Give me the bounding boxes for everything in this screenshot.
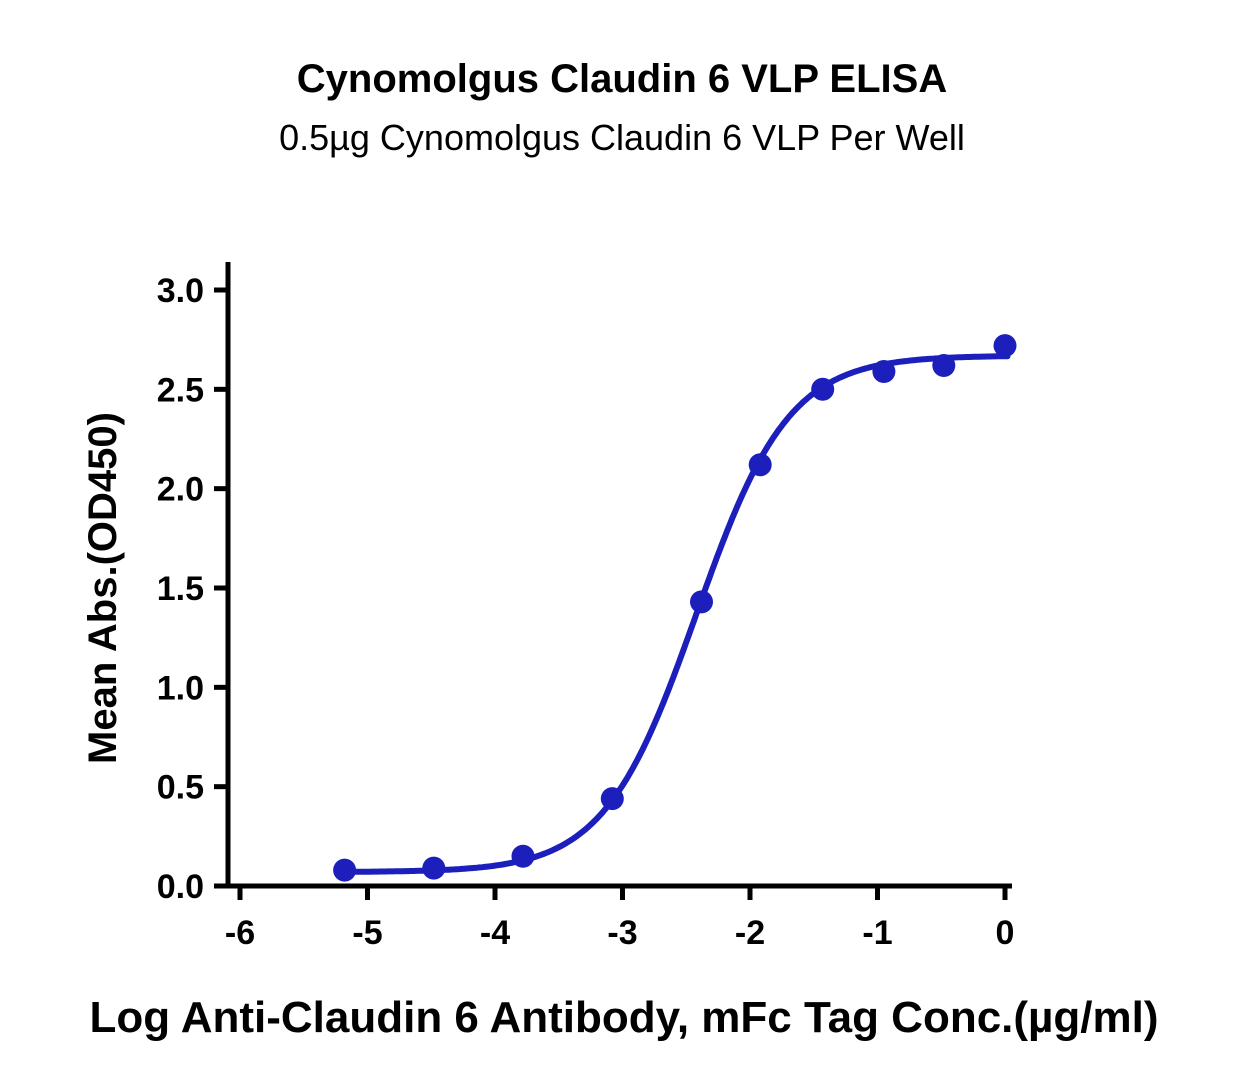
data-point: [422, 856, 446, 880]
data-point: [748, 453, 772, 477]
data-point: [811, 377, 835, 401]
data-point: [511, 844, 535, 868]
y-tick-label: 1.0: [157, 669, 204, 707]
x-tick-label: -3: [607, 914, 637, 952]
x-tick-label: -5: [352, 914, 382, 952]
x-axis-title: Log Anti-Claudin 6 Antibody, mFc Tag Con…: [89, 993, 1158, 1042]
x-tick-label: -2: [735, 914, 765, 952]
x-tick-label: -6: [225, 914, 255, 952]
data-points: [333, 334, 1017, 882]
x-tick-label: -4: [480, 914, 510, 952]
data-point: [333, 858, 357, 882]
y-tick-label: 2.5: [157, 371, 204, 409]
y-tick-label: 0.0: [157, 868, 204, 906]
y-tick-label: 1.5: [157, 570, 204, 608]
chart-title: Cynomolgus Claudin 6 VLP ELISA: [297, 57, 947, 101]
y-axis-title: Mean Abs.(OD450): [81, 412, 125, 764]
data-point: [600, 787, 624, 811]
fit-curve: [341, 353, 1011, 875]
data-point: [872, 360, 896, 383]
y-tick-label: 0.5: [157, 769, 204, 807]
x-tick-label: 0: [996, 914, 1015, 952]
y-tick-label: 3.0: [157, 272, 204, 310]
chart-subtitle: 0.5µg Cynomolgus Claudin 6 VLP Per Well: [279, 117, 965, 158]
y-tick-label: 2.0: [157, 471, 204, 509]
x-tick-label: -1: [862, 914, 892, 952]
data-point: [690, 590, 713, 614]
axes: -6 -5 -4 -3 -2 -1 0 0.0 0.5 1.0 1.5 2.0 2.5 3.0: [157, 262, 1015, 952]
data-point: [993, 334, 1017, 358]
data-point: [932, 354, 956, 377]
